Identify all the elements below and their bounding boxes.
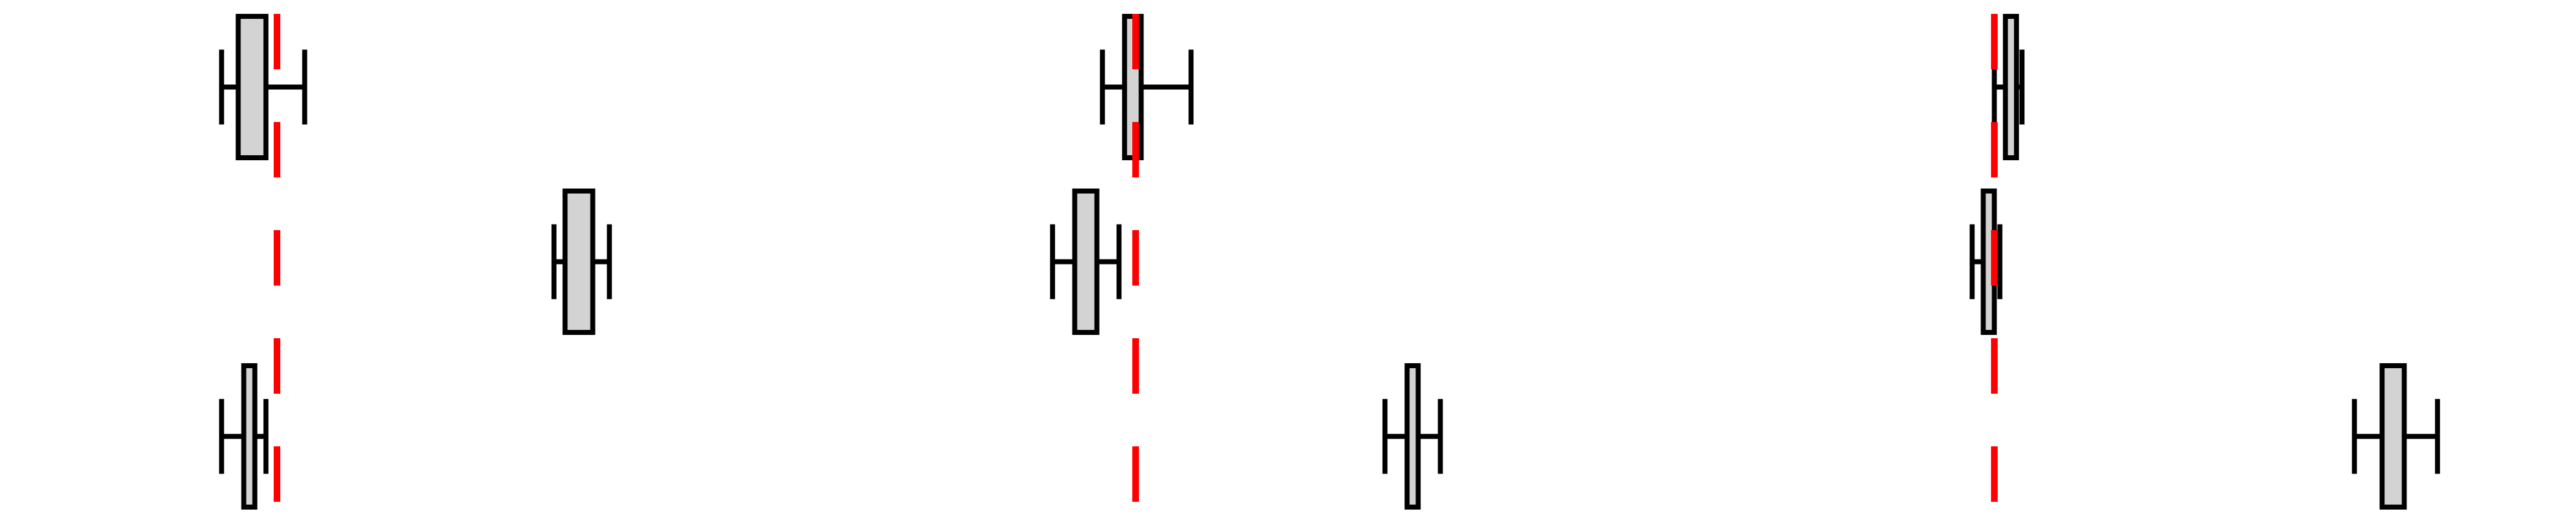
box-1-1	[219, 14, 307, 160]
iqr-box	[562, 189, 596, 335]
panel-3	[1969, 14, 2440, 513]
panel-1	[219, 14, 612, 513]
box-3-3	[2352, 363, 2440, 510]
box-2-2	[1050, 189, 1122, 335]
iqr-box	[2379, 363, 2407, 510]
box-2-1	[1100, 14, 1194, 160]
iqr-box	[1404, 363, 1421, 510]
box-3-1	[1992, 14, 2025, 160]
box-1-2	[551, 189, 612, 335]
iqr-box	[2003, 14, 2019, 160]
iqr-box	[235, 14, 269, 160]
iqr-box	[1072, 189, 1100, 335]
panel-2	[1050, 14, 1443, 513]
box-1-3	[219, 363, 269, 510]
box-2-3	[1382, 363, 1443, 510]
iqr-box	[241, 363, 258, 510]
